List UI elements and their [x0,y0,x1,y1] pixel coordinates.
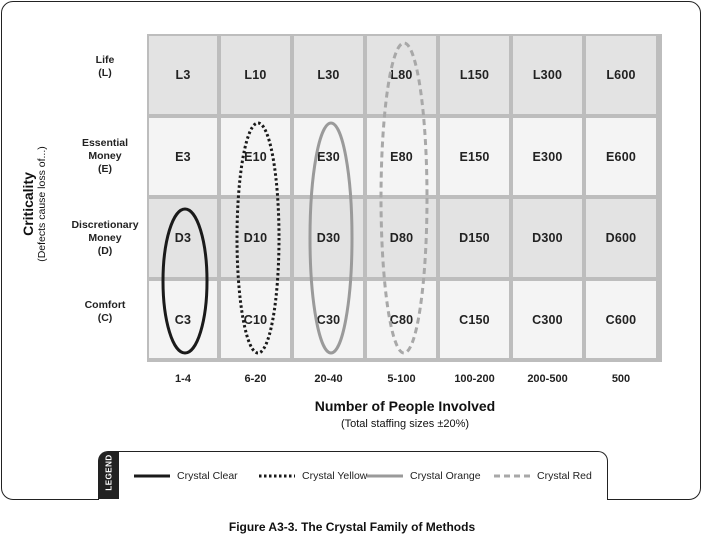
row-label-line: Comfort [84,298,126,311]
column-label: 1-4 [175,373,191,385]
legend-item-label: Crystal Yellow [302,470,368,482]
crystal-yellow-ellipse [235,121,281,355]
cell-d300: D300 [513,199,582,277]
cell-l3: L3 [149,36,217,114]
cell-c600: C600 [586,281,656,358]
x-axis-subtitle: (Total staffing sizes ±20%) [340,418,470,430]
row-label-line: Discretionary [71,218,139,231]
cell-l80: L80 [367,36,436,114]
cell-d150: D150 [440,199,509,277]
legend-line-swatch [134,474,170,478]
legend-item-label: Crystal Orange [410,470,481,482]
cell-e30: E30 [294,118,363,195]
legend: LEGEND Crystal Clear Crystal Yellow Crysta… [98,451,608,500]
row-label-line: (E) [98,163,112,175]
crystal-orange-ellipse [308,121,354,355]
row-label: Comfort (C) [66,299,144,325]
legend-item-label: Crystal Red [537,470,592,482]
cell-c10: C10 [221,281,290,358]
row-label-line: (L) [98,67,112,79]
legend-item: Crystal Red [494,470,592,482]
cell-l150: L150 [440,36,509,114]
row-label-line: (C) [97,311,113,324]
column-label: 20-40 [314,373,343,385]
legend-tab: LEGEND [99,452,119,499]
legend-line-swatch [259,474,295,478]
x-axis-title: Number of People Involved [314,398,496,414]
cell-e3: E3 [149,118,217,195]
column-label: 5-100 [387,373,416,385]
cell-e600: E600 [586,118,656,195]
row-label-line: Money [88,231,122,244]
figure-caption: Figure A3-3. The Crystal Family of Metho… [228,520,476,534]
crystal-clear-ellipse [161,207,209,355]
cell-c300: C300 [513,281,582,358]
row-label: Discretionary Money (D) [66,219,144,258]
cell-e10: E10 [221,118,290,195]
column-label: 6-20 [244,373,267,385]
legend-item: Crystal Clear [134,470,238,482]
column-label: 100-200 [454,373,495,385]
row-label-line: Life [95,54,115,66]
cell-c80: C80 [367,281,436,358]
cell-l30: L30 [294,36,363,114]
cell-l300: L300 [513,36,582,114]
cell-c150: C150 [440,281,509,358]
cell-d600: D600 [586,199,656,277]
row-label-line: (D) [97,244,113,257]
legend-item: Crystal Orange [367,470,481,482]
crystal-red-ellipse [379,41,429,355]
legend-tab-label: LEGEND [104,454,114,491]
cell-e300: E300 [513,118,582,195]
row-label: Essential Money (E) [66,137,144,176]
legend-item-label: Crystal Clear [177,470,238,482]
column-label: 500 [611,373,631,385]
row-label: Life (L) [66,54,144,80]
column-label: 200-500 [527,373,568,385]
cell-c30: C30 [294,281,363,358]
cell-l600: L600 [586,36,656,114]
legend-line-swatch [494,474,530,478]
row-label-line: Essential [81,137,129,149]
row-label-line: Money [88,150,122,162]
legend-line-swatch [367,474,403,478]
cell-e150: E150 [440,118,509,195]
cell-l10: L10 [221,36,290,114]
criticality-grid: L3 L10 L30 L80 L150 L300 L600 E3 E10 E30 E80 E150 E3… [147,34,662,362]
legend-item: Crystal Yellow [259,470,367,482]
